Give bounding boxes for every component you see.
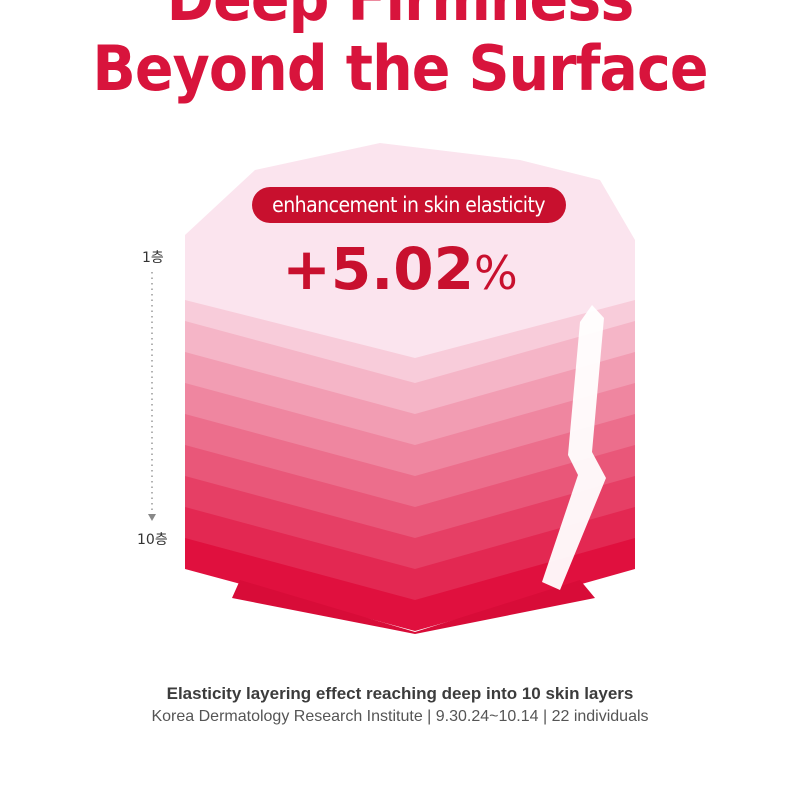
elasticity-stat: +5.02% [0,240,800,298]
skin-layer-base [232,580,595,634]
stat-value: +5.02 [282,235,474,303]
caption-title: Elasticity layering effect reaching deep… [166,684,634,703]
elasticity-badge: enhancement in skin elasticity [252,187,566,223]
depth-arrow-icon [542,305,606,590]
layer-label-bottom: 10층 [137,532,168,548]
depth-guide-arrow-icon [148,514,156,521]
caption-source: Korea Dermatology Research Institute | 9… [151,708,649,725]
elasticity-badge-label: enhancement in skin elasticity [272,193,546,217]
layer-label-top: 1층 [142,250,164,266]
headline-line-2: Beyond the Surface [92,32,708,105]
headline-line-1: Deep Firmness [32,0,768,30]
stat-unit: % [473,246,518,300]
